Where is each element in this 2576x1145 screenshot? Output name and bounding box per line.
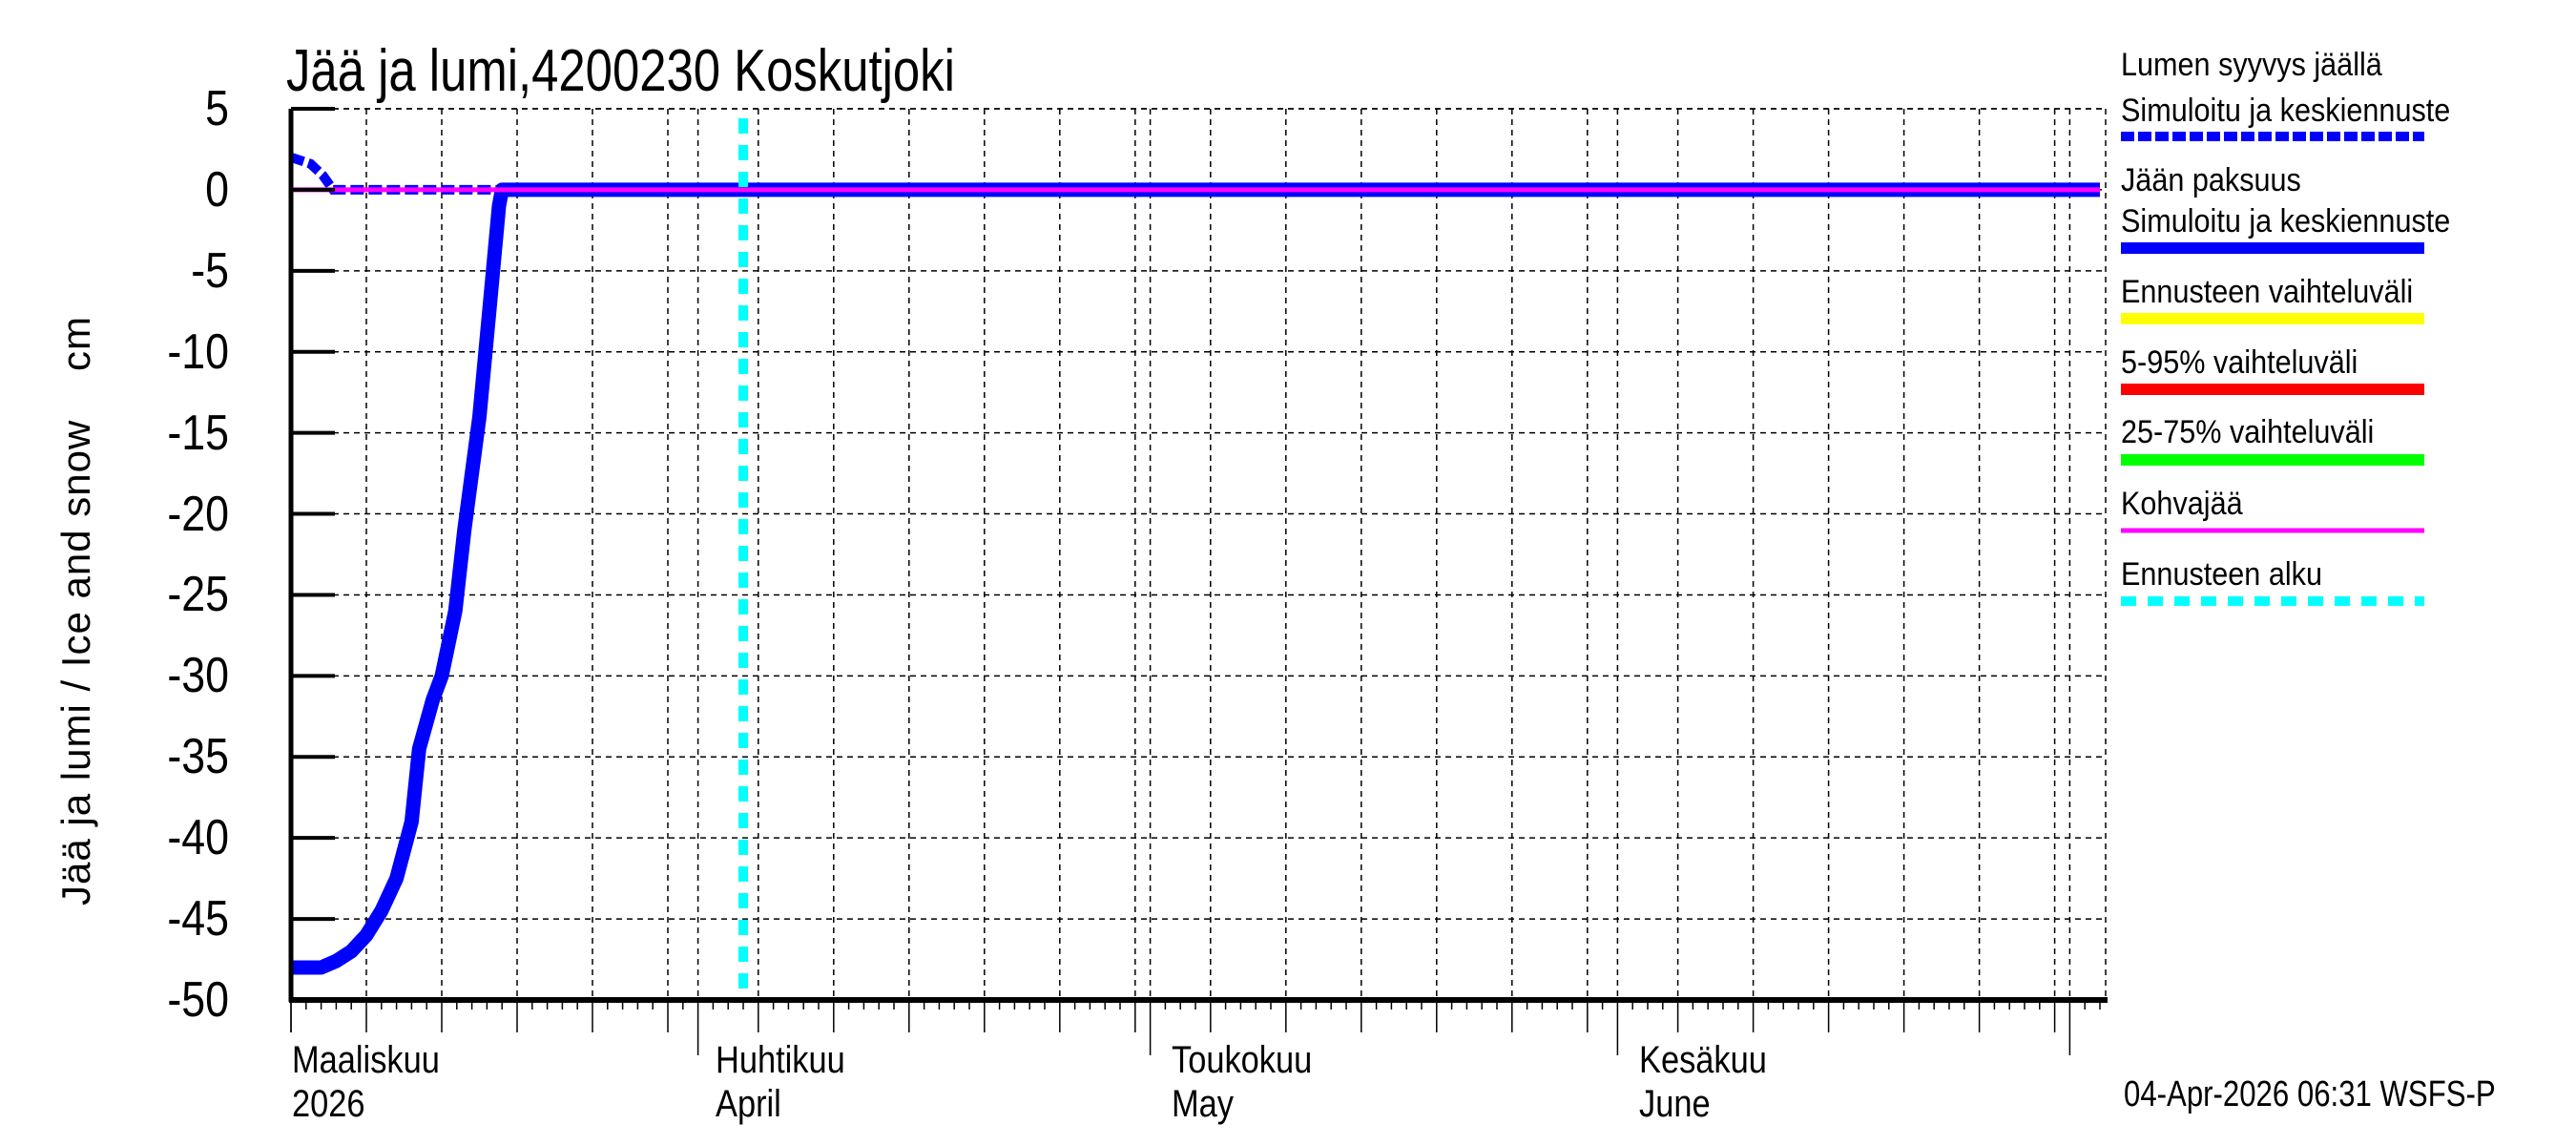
x-month-label: Maaliskuu 2026 <box>292 1039 440 1125</box>
y-tick-label: -10 <box>167 323 229 380</box>
y-tick-label: -50 <box>167 972 229 1028</box>
legend-label: Simuloitu ja keskiennuste <box>2121 203 2451 239</box>
y-tick-label: 5 <box>205 81 229 136</box>
legend-label: Jään paksuus <box>2121 162 2301 198</box>
legend-swatches <box>2121 132 2424 606</box>
y-tick-label: -30 <box>167 648 229 704</box>
legend-label: Ennusteen vaihteluväli <box>2121 274 2414 310</box>
snow-depth-line <box>289 153 503 195</box>
x-month-label: Huhtikuu April <box>716 1039 845 1125</box>
legend-label: Kohvajää <box>2121 486 2243 522</box>
y-tick-label: -25 <box>167 567 229 623</box>
y-tick-label: -40 <box>167 810 229 866</box>
y-tick-label: -15 <box>167 405 229 461</box>
y-tick-label: -45 <box>167 891 229 947</box>
legend-label: Lumen syyvys jäällä <box>2121 47 2382 83</box>
y-tick-label: -20 <box>167 486 229 542</box>
data-series <box>289 118 2100 1000</box>
timestamp: 04-Apr-2026 06:31 WSFS-P <box>2124 1074 2496 1114</box>
legend-label: Ennusteen alku <box>2121 556 2322 593</box>
ice-thickness-line <box>291 182 2100 975</box>
legend-label: 25-75% vaihteluväli <box>2121 414 2375 450</box>
y-axis-label: Jää ja lumi / Ice and snow cm <box>53 316 98 906</box>
grid-lines <box>291 108 2107 1000</box>
y-tick-label: -5 <box>191 242 229 299</box>
x-month-label: Toukokuu May <box>1172 1039 1313 1125</box>
chart-title: Jää ja lumi,4200230 Koskutjoki <box>286 38 955 104</box>
x-month-label: Kesäkuu June <box>1639 1039 1767 1125</box>
y-tick-label: 0 <box>205 161 229 218</box>
legend-label: Simuloitu ja keskiennuste <box>2121 93 2451 129</box>
legend-label: 5-95% vaihteluväli <box>2121 344 2358 381</box>
axes <box>288 107 2108 1055</box>
y-tick-label: -35 <box>167 729 229 785</box>
